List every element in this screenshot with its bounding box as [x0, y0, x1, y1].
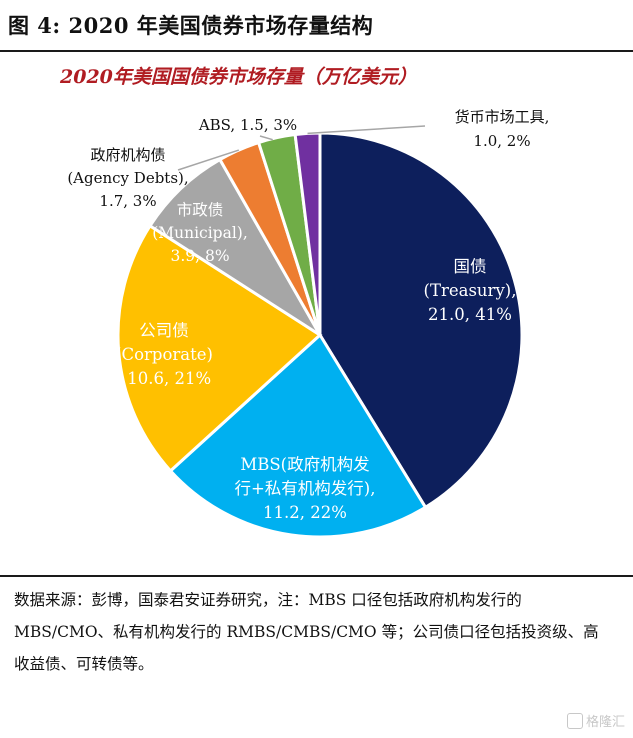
pie-chart: 国债(Treasury), 21.0, 41% MBS(政府机构发行+私有机构发行)…: [67, 108, 550, 539]
source-note: 数据来源：彭博，国泰君安证券研究，注：MBS 口径包括政府机构发行的 MBS/C…: [14, 591, 599, 673]
header-rule: [0, 50, 633, 52]
leader-line-money-market: [307, 125, 426, 135]
leader-line-agency: [177, 149, 240, 171]
pie-slice-0: [318, 131, 524, 510]
pie-slice-2: [116, 223, 323, 473]
slice-label-agency: 政府机构债(Agency Debts), 1.7, 3%: [67, 146, 188, 210]
chart-title: 2020年美国国债券市场存量（万亿美元）: [60, 66, 417, 88]
watermark-text: 格隆汇: [585, 715, 625, 730]
source-rule: [0, 575, 633, 577]
leader-line-abs: [259, 135, 273, 141]
figure-title: 图 4: 2020 年美国债券市场存量结构: [8, 13, 374, 38]
slice-label-treasury: 国债(Treasury), 21.0, 41%: [424, 257, 517, 324]
watermark-logo-icon: [566, 713, 583, 729]
slice-label-money-market: 货币市场工具, 1.0, 2%: [455, 108, 550, 150]
slice-label-corporate: 公司债(Corporate), 10.6, 21%: [115, 321, 213, 388]
pie-slice-1: [168, 332, 428, 539]
slice-label-abs: ABS, 1.5, 3%: [198, 116, 297, 134]
watermark: 格隆汇: [566, 711, 625, 730]
slice-label-mbs: MBS(政府机构发行+私有机构发行), 11.2, 22%: [234, 455, 375, 522]
slice-label-municipal: 市政债(Municipal), 3.9, 8%: [152, 201, 248, 265]
figure-header: 图 4: 2020 年美国债券市场存量结构: [0, 0, 633, 50]
pie-slice-3: [147, 157, 322, 337]
